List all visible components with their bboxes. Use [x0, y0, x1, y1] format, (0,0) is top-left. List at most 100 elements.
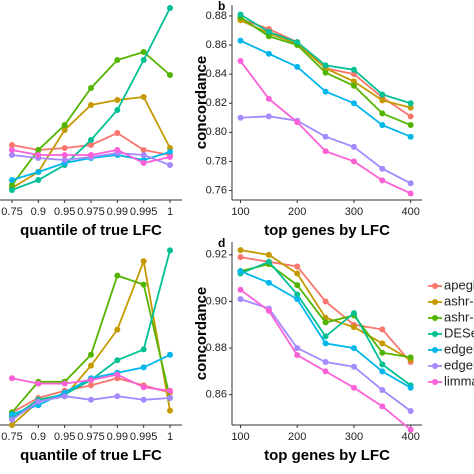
- point: [114, 393, 121, 400]
- y-tick-label: 0.92: [206, 249, 227, 261]
- point: [9, 142, 15, 148]
- point: [88, 152, 94, 158]
- x-tick-label: 0.9: [31, 206, 46, 218]
- point: [350, 324, 357, 331]
- legend-label: limma: [444, 373, 474, 388]
- point: [61, 393, 68, 400]
- point: [237, 286, 244, 293]
- point: [407, 190, 414, 197]
- point: [350, 143, 357, 150]
- point: [350, 363, 357, 370]
- point: [350, 82, 357, 89]
- x-axis-label: top genes by LFC: [264, 447, 390, 464]
- point: [379, 368, 386, 375]
- legend-key-point: [432, 331, 438, 337]
- point: [379, 165, 386, 172]
- point: [88, 137, 94, 143]
- point: [265, 258, 272, 265]
- series-line: [11, 274, 171, 413]
- point: [407, 133, 414, 140]
- point: [35, 169, 42, 175]
- point: [9, 422, 15, 428]
- point: [35, 177, 42, 183]
- point: [167, 162, 173, 168]
- point: [379, 122, 386, 129]
- y-axis-label: concordance: [193, 287, 210, 380]
- point: [88, 102, 94, 108]
- point: [237, 11, 244, 18]
- point: [379, 387, 386, 394]
- point: [167, 387, 173, 394]
- point: [140, 57, 147, 63]
- point: [61, 380, 68, 387]
- x-tick-label: 0.975: [77, 206, 105, 218]
- point: [140, 396, 147, 403]
- point: [61, 145, 68, 151]
- point: [167, 72, 173, 78]
- x-tick-label: 0.995: [130, 206, 158, 218]
- point: [379, 403, 386, 410]
- point: [379, 340, 386, 347]
- point: [35, 147, 42, 153]
- point: [114, 107, 121, 113]
- point: [379, 326, 386, 333]
- point: [294, 263, 301, 270]
- point: [88, 85, 94, 91]
- point: [294, 345, 301, 352]
- point: [294, 119, 301, 126]
- x-tick-label: 400: [401, 431, 419, 443]
- point: [88, 396, 94, 403]
- point: [140, 364, 147, 371]
- legend-label: apegl: [444, 277, 474, 292]
- panel-label: b: [218, 0, 225, 13]
- y-tick-label: 0.88: [206, 342, 227, 354]
- x-tick-label: 0.95: [54, 206, 75, 218]
- point: [237, 58, 244, 65]
- legend-key-point: [432, 347, 438, 353]
- point: [140, 281, 147, 288]
- point: [88, 142, 94, 148]
- x-axis-label: quantile of true LFC: [20, 222, 162, 239]
- point: [140, 258, 147, 265]
- point: [322, 62, 329, 69]
- x-tick-label: 300: [345, 206, 363, 218]
- x-tick-label: 0.9: [31, 431, 46, 443]
- point: [167, 149, 173, 155]
- legend-label: edgeF: [444, 341, 474, 356]
- point: [88, 377, 94, 383]
- point: [9, 411, 15, 418]
- y-tick-label: 0.86: [206, 39, 227, 51]
- point: [294, 39, 301, 46]
- point: [350, 78, 357, 85]
- x-axis-label: top genes by LFC: [264, 222, 390, 239]
- point: [265, 307, 272, 314]
- x-tick-label: 100: [231, 431, 249, 443]
- point: [322, 69, 329, 76]
- point: [294, 296, 301, 303]
- point: [167, 154, 173, 160]
- point: [350, 100, 357, 107]
- point: [61, 127, 68, 133]
- point: [407, 408, 414, 415]
- point: [407, 100, 414, 107]
- point: [140, 94, 147, 100]
- legend-key-point: [432, 283, 438, 289]
- point: [167, 351, 173, 358]
- x-tick-label: 0.75: [1, 431, 22, 443]
- point: [114, 326, 121, 333]
- x-tick-label: 200: [288, 431, 306, 443]
- point: [265, 113, 272, 120]
- point: [140, 384, 147, 391]
- point: [294, 352, 301, 359]
- point: [322, 333, 329, 340]
- point: [35, 152, 42, 158]
- x-tick-label: 1: [167, 431, 173, 443]
- point: [407, 384, 414, 391]
- point: [237, 254, 244, 261]
- legend-key-point: [432, 363, 438, 369]
- point: [140, 49, 147, 55]
- series-line: [11, 50, 171, 186]
- point: [114, 147, 121, 153]
